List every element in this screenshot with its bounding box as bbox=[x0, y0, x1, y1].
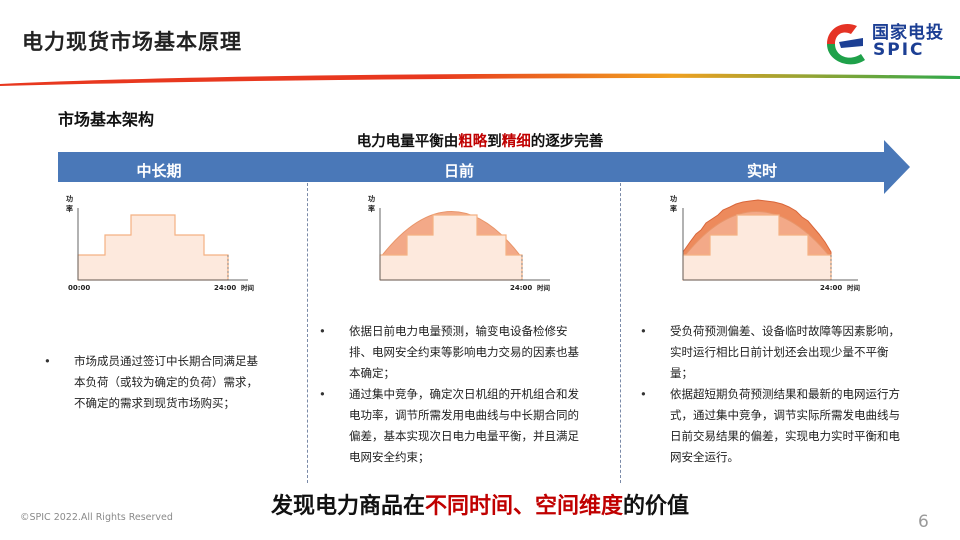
chart2-end-tick: 24:00 bbox=[510, 284, 532, 292]
conclusion-statement: 发现电力商品在不同时间、空间维度的价值 bbox=[0, 488, 960, 520]
phase-label-day-ahead: 日前 bbox=[443, 162, 474, 180]
conclusion-highlight: 不同时间、空间维度 bbox=[424, 494, 623, 519]
phase-label-long-term: 中长期 bbox=[136, 162, 182, 180]
logo-text-cn: 国家电投 bbox=[872, 23, 944, 43]
day-ahead-description: 依据日前电力电量预测，输变电设备检修安排、电网安全约束等影响电力交易的因素也基本… bbox=[319, 321, 582, 468]
page-title: 电力现货市场基本原理 bbox=[22, 30, 242, 54]
spic-logo-icon bbox=[827, 24, 865, 65]
chart3-xlabel: 时间 bbox=[847, 283, 861, 292]
column-divider-1 bbox=[307, 183, 308, 483]
header-color-band bbox=[0, 73, 960, 86]
long-term-description: 市场成员通过签订中长期合同满足基本负荷（或较为确定的负荷）需求，不确定的需求到现… bbox=[44, 351, 259, 414]
bullet-item: 受负荷预测偏差、设备临时故障等因素影响，实时运行相比日前计划还会出现少量不平衡量… bbox=[640, 321, 905, 384]
bullet-item: 市场成员通过签订中长期合同满足基本负荷（或较为确定的负荷）需求，不确定的需求到现… bbox=[44, 351, 259, 414]
chart3-ylabel-bottom: 率 bbox=[670, 204, 677, 213]
chart1-end-tick: 24:00 bbox=[214, 284, 236, 292]
timeline-arrow bbox=[58, 140, 910, 194]
arrow-caption-post: 的逐步完善 bbox=[530, 134, 604, 150]
chart1-start-tick: 00:00 bbox=[68, 284, 90, 292]
copyright-text: ©SPIC 2022.All Rights Reserved bbox=[20, 512, 173, 523]
section-title: 市场基本架构 bbox=[58, 110, 155, 129]
real-time-description: 受负荷预测偏差、设备临时故障等因素影响，实时运行相比日前计划还会出现少量不平衡量… bbox=[640, 321, 905, 468]
chart3-ylabel-top: 功 bbox=[670, 194, 677, 203]
bullet-item: 依据超短期负荷预测结果和最新的电网运行方式，通过集中竞争，调节实际所需发电曲线与… bbox=[640, 384, 905, 468]
chart2-xlabel: 时间 bbox=[537, 283, 551, 292]
long-term-bullet-list: 市场成员通过签订中长期合同满足基本负荷（或较为确定的负荷）需求，不确定的需求到现… bbox=[44, 351, 259, 414]
chart2-ylabel-bottom: 率 bbox=[368, 204, 375, 213]
arrow-caption: 电力电量平衡由粗略到精细的逐步完善 bbox=[0, 130, 960, 151]
conclusion-post: 的价值 bbox=[623, 494, 690, 519]
chart3-end-tick: 24:00 bbox=[820, 284, 842, 292]
conclusion-pre: 发现电力商品在 bbox=[270, 494, 425, 519]
logo-text-en: SPIC bbox=[873, 40, 925, 60]
arrow-caption-mid: 到 bbox=[487, 134, 502, 150]
arrow-caption-pre: 电力电量平衡由 bbox=[356, 134, 459, 150]
chart2-ylabel-top: 功 bbox=[368, 194, 375, 203]
bullet-item: 依据日前电力电量预测，输变电设备检修安排、电网安全约束等影响电力交易的因素也基本… bbox=[319, 321, 582, 384]
phase-label-real-time: 实时 bbox=[746, 162, 777, 180]
arrow-caption-highlight-fine: 精细 bbox=[501, 134, 531, 150]
real-time-bullet-list: 受负荷预测偏差、设备临时故障等因素影响，实时运行相比日前计划还会出现少量不平衡量… bbox=[640, 321, 905, 468]
arrow-caption-highlight-rough: 粗略 bbox=[458, 134, 488, 150]
chart-real-time: 功 率 24:00 时间 bbox=[670, 194, 861, 292]
bullet-item: 通过集中竞争，确定次日机组的开机组合和发电功率，调节所需发用电曲线与中长期合同的… bbox=[319, 384, 582, 468]
chart-day-ahead: 功 率 24:00 时间 bbox=[368, 194, 551, 292]
chart-long-term: 功 率 00:00 24:00 时间 bbox=[66, 194, 255, 292]
column-divider-2 bbox=[620, 183, 621, 483]
chart1-ylabel-bottom: 率 bbox=[66, 204, 73, 213]
page-number: 6 bbox=[918, 512, 929, 532]
chart1-ylabel-top: 功 bbox=[66, 194, 73, 203]
chart1-xlabel: 时间 bbox=[241, 283, 255, 292]
day-ahead-bullet-list: 依据日前电力电量预测，输变电设备检修安排、电网安全约束等影响电力交易的因素也基本… bbox=[319, 321, 582, 468]
